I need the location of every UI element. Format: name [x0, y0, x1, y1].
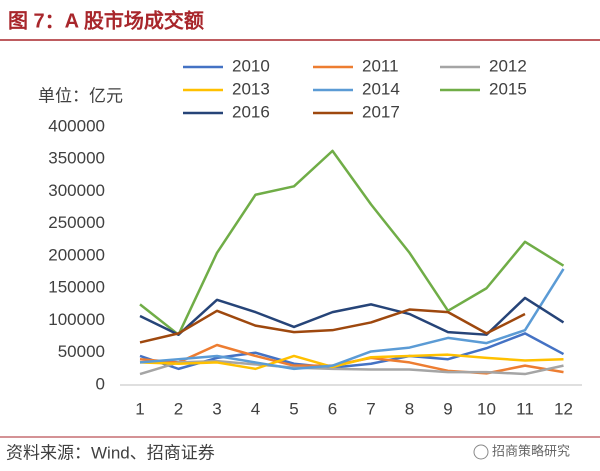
x-tick-label: 5 — [289, 399, 298, 418]
watermark-icon — [473, 444, 489, 460]
x-tick-label: 6 — [328, 399, 337, 418]
y-tick-label: 0 — [96, 374, 105, 393]
y-tick-label: 350000 — [48, 149, 105, 168]
y-tick-label: 50000 — [58, 342, 105, 361]
y-tick-label: 400000 — [48, 116, 105, 135]
legend-label: 2010 — [232, 56, 270, 75]
x-tick-label: 1 — [135, 399, 144, 418]
series-line — [139, 268, 565, 371]
x-tick-label: 2 — [174, 399, 183, 418]
series-line — [139, 308, 526, 344]
y-tick-label: 100000 — [48, 310, 105, 329]
y-axis-label: 单位：亿元 — [38, 86, 123, 105]
x-tick-label: 7 — [366, 399, 375, 418]
legend-label: 2015 — [489, 79, 527, 98]
x-tick-label: 9 — [443, 399, 452, 418]
x-tick-label: 3 — [212, 399, 221, 418]
x-tick-label: 12 — [554, 399, 573, 418]
source: 资料来源：Wind、招商证券 — [6, 443, 215, 462]
series-line — [139, 332, 565, 371]
x-tick-label: 4 — [251, 399, 260, 418]
chart-title: 图 7：A 股市场成交额 — [8, 8, 204, 32]
legend-label: 2016 — [232, 102, 270, 121]
series-line — [139, 296, 565, 336]
legend-label: 2011 — [362, 56, 399, 75]
y-tick-label: 300000 — [48, 181, 105, 200]
legend-label: 2013 — [232, 79, 270, 98]
y-tick-label: 200000 — [48, 245, 105, 264]
x-tick-label: 8 — [405, 399, 414, 418]
legend-label: 2014 — [362, 79, 400, 98]
y-tick-label: 150000 — [48, 278, 105, 297]
series-line — [139, 359, 564, 376]
y-tick-label: 250000 — [48, 213, 105, 232]
legend-label: 2017 — [362, 102, 400, 121]
series-line — [139, 149, 565, 336]
x-tick-label: 11 — [516, 399, 534, 418]
watermark: 招商策略研究 — [492, 443, 570, 458]
x-tick-label: 10 — [477, 399, 496, 418]
legend-label: 2012 — [489, 56, 527, 75]
series-line — [139, 353, 564, 371]
